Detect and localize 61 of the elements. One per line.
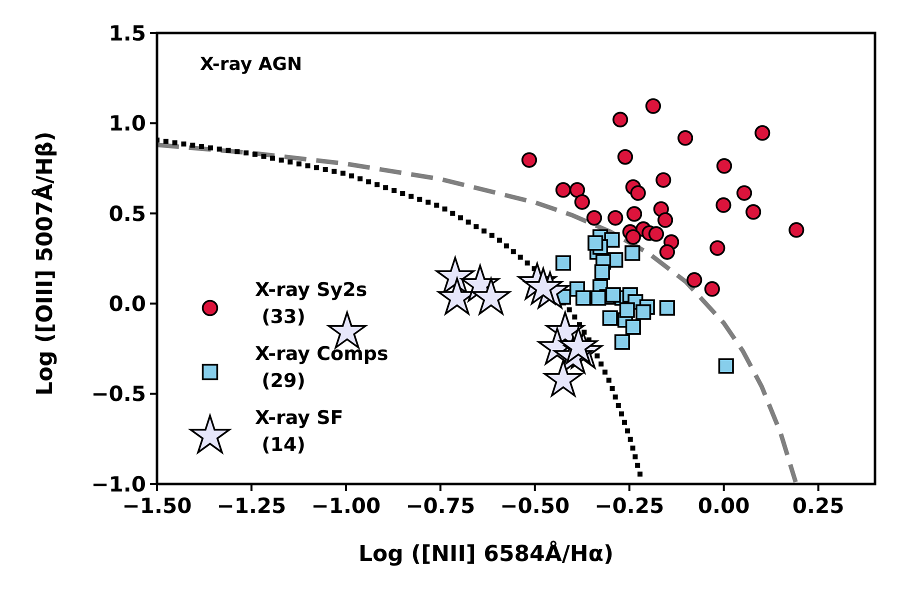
point xyxy=(588,235,604,251)
point xyxy=(619,302,635,318)
point xyxy=(630,185,646,201)
y-tick-label: 0.5 xyxy=(108,202,146,226)
point xyxy=(710,240,726,256)
legend-label: X-ray SF (14) xyxy=(255,407,344,456)
point xyxy=(555,182,572,198)
point xyxy=(656,172,672,188)
y-axis-title: Log ([OIII] 5007Å/Hβ) xyxy=(31,131,58,396)
y-tick-label: 0.0 xyxy=(108,292,146,316)
point xyxy=(636,304,652,320)
line-series xyxy=(157,142,798,484)
point xyxy=(575,290,592,306)
x-tick-label: −0.50 xyxy=(500,494,570,518)
point xyxy=(754,125,770,141)
x-tick-label: −1.00 xyxy=(311,494,381,518)
x-tick-label: 0.00 xyxy=(698,494,750,518)
point xyxy=(648,226,664,242)
point xyxy=(590,290,606,306)
point xyxy=(617,149,634,165)
point xyxy=(602,310,618,326)
annotation: X-ray AGN xyxy=(200,54,302,75)
y-tick-label: −0.5 xyxy=(91,382,146,406)
point xyxy=(625,229,641,245)
point xyxy=(594,264,610,280)
point xyxy=(605,287,621,303)
x-tick-label: 0.25 xyxy=(792,494,844,518)
point xyxy=(625,319,641,335)
point xyxy=(574,194,590,210)
point xyxy=(704,281,720,297)
point xyxy=(788,222,804,238)
y-tick-label: −1.0 xyxy=(91,472,146,496)
point xyxy=(626,206,642,222)
x-axis-title: Log ([NII] 6584Å/Hα) xyxy=(358,540,614,567)
point xyxy=(677,130,694,146)
point xyxy=(555,255,572,271)
point xyxy=(716,158,732,174)
y-tick-label: 1.5 xyxy=(108,21,146,46)
point xyxy=(614,334,630,350)
point xyxy=(746,204,762,220)
point xyxy=(736,185,752,201)
point xyxy=(659,300,675,316)
x-tick-label: −0.25 xyxy=(594,494,664,518)
legend-label: X-ray Comps (29) xyxy=(255,343,388,392)
point xyxy=(624,245,640,261)
y-tick-label: 1.0 xyxy=(108,112,146,136)
point xyxy=(521,152,538,168)
point xyxy=(569,182,586,198)
point xyxy=(686,272,702,288)
point xyxy=(716,197,732,213)
x-tick-label: −0.75 xyxy=(406,494,476,518)
point xyxy=(586,210,602,226)
point xyxy=(612,112,628,128)
point xyxy=(657,212,674,228)
legend-label: X-ray Sy2s (33) xyxy=(255,279,368,328)
x-tick-label: −1.50 xyxy=(122,494,192,518)
point xyxy=(718,358,734,374)
point xyxy=(645,98,661,114)
x-tick-label: −1.25 xyxy=(216,494,286,518)
point xyxy=(608,210,624,226)
point xyxy=(659,244,675,260)
